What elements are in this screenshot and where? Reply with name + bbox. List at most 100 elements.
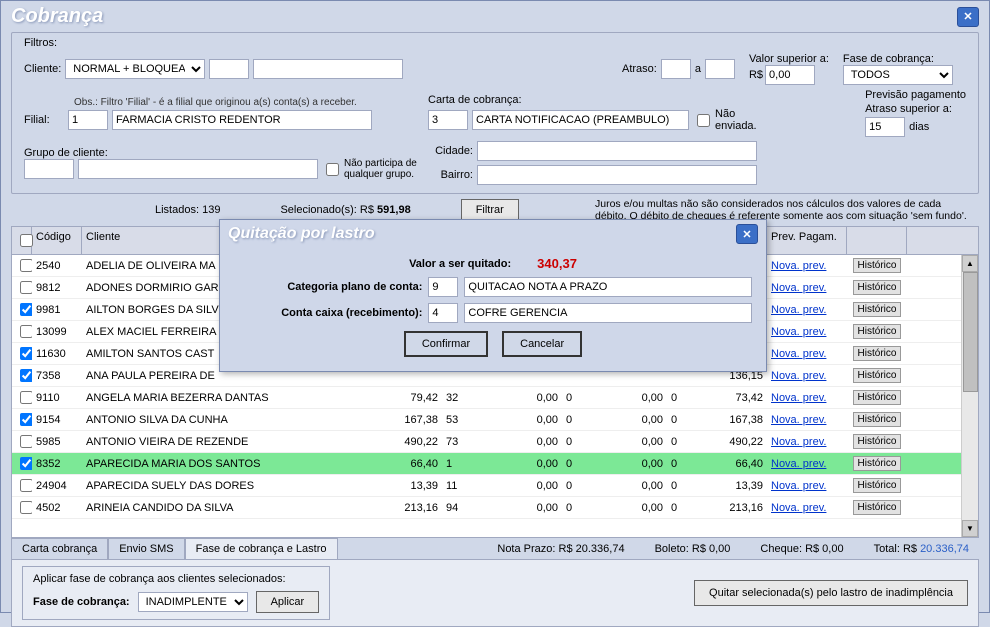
modal-conta-name[interactable] — [464, 303, 752, 323]
historico-button[interactable]: Histórico — [853, 412, 902, 427]
tab-sms[interactable]: Envio SMS — [108, 538, 184, 559]
row-total: 167,38 — [702, 411, 767, 429]
atraso-from-input[interactable] — [661, 59, 691, 79]
bairro-input[interactable] — [477, 165, 757, 185]
row-checkbox[interactable] — [20, 259, 32, 272]
atraso-to-input[interactable] — [705, 59, 735, 79]
row-cliente: ANTONIO VIEIRA DE REZENDE — [82, 433, 372, 451]
nova-prev-link[interactable]: Nova. prev. — [771, 392, 826, 404]
scrollbar[interactable]: ▲ ▼ — [961, 255, 978, 537]
row-codigo: 5985 — [32, 433, 82, 451]
table-row[interactable]: 9154ANTONIO SILVA DA CUNHA167,38530,0000… — [12, 409, 978, 431]
row-checkbox[interactable] — [20, 501, 32, 514]
nova-prev-link[interactable]: Nova. prev. — [771, 326, 826, 338]
nao-enviada-label: Não enviada. — [715, 108, 768, 132]
titlebar: Cobrança ✕ — [1, 1, 989, 32]
row-total: 13,39 — [702, 477, 767, 495]
nova-prev-link[interactable]: Nova. prev. — [771, 348, 826, 360]
fase-bottom-select[interactable]: INADIMPLENTE — [138, 592, 248, 612]
cliente-code-input[interactable] — [209, 59, 249, 79]
table-row[interactable]: 5985ANTONIO VIEIRA DE REZENDE490,22730,0… — [12, 431, 978, 453]
historico-button[interactable]: Histórico — [853, 478, 902, 493]
row-checkbox[interactable] — [20, 435, 32, 448]
grupo-name-input[interactable] — [78, 159, 318, 179]
historico-button[interactable]: Histórico — [853, 324, 902, 339]
scroll-thumb[interactable] — [963, 272, 978, 392]
scroll-down-icon[interactable]: ▼ — [962, 520, 978, 537]
bairro-label: Bairro: — [428, 169, 473, 181]
cidade-input[interactable] — [477, 141, 757, 161]
historico-button[interactable]: Histórico — [853, 302, 902, 317]
historico-button[interactable]: Histórico — [853, 500, 902, 515]
atraso-sup-input[interactable] — [865, 117, 905, 137]
table-row[interactable]: 24904APARECIDA SUELY DAS DORES13,39110,0… — [12, 475, 978, 497]
filtrar-button[interactable]: Filtrar — [461, 199, 519, 221]
tab-carta[interactable]: Carta cobrança — [11, 538, 108, 559]
historico-button[interactable]: Histórico — [853, 456, 902, 471]
historico-button[interactable]: Histórico — [853, 390, 902, 405]
nova-prev-link[interactable]: Nova. prev. — [771, 282, 826, 294]
row-codigo: 8352 — [32, 455, 82, 473]
historico-button[interactable]: Histórico — [853, 346, 902, 361]
close-icon[interactable]: ✕ — [957, 7, 979, 27]
table-row[interactable]: 9110ANGELA MARIA BEZERRA DANTAS79,42320,… — [12, 387, 978, 409]
filial-name-input[interactable] — [112, 110, 372, 130]
modal-cat-name[interactable] — [464, 277, 752, 297]
historico-button[interactable]: Histórico — [853, 258, 902, 273]
window-title: Cobrança — [11, 5, 103, 28]
historico-button[interactable]: Histórico — [853, 368, 902, 383]
row-checkbox[interactable] — [20, 281, 32, 294]
filial-code-input[interactable] — [68, 110, 108, 130]
nova-prev-link[interactable]: Nova. prev. — [771, 260, 826, 272]
nova-prev-link[interactable]: Nova. prev. — [771, 304, 826, 316]
nova-prev-link[interactable]: Nova. prev. — [771, 480, 826, 492]
filial-label: Filial: — [24, 114, 64, 126]
aplicar-button[interactable]: Aplicar — [256, 591, 320, 613]
nova-prev-link[interactable]: Nova. prev. — [771, 370, 826, 382]
apply-group: Aplicar fase de cobrança aos clientes se… — [22, 566, 330, 620]
historico-button[interactable]: Histórico — [853, 434, 902, 449]
tab-fase[interactable]: Fase de cobrança e Lastro — [185, 538, 338, 559]
col-prev[interactable]: Prev. Pagam. — [767, 227, 847, 254]
nova-prev-link[interactable]: Nova. prev. — [771, 502, 826, 514]
row-codigo: 24904 — [32, 477, 82, 495]
row-checkbox[interactable] — [20, 479, 32, 492]
row-cliente: ARINEIA CANDIDO DA SILVA — [82, 499, 372, 517]
row-checkbox[interactable] — [20, 347, 32, 360]
row-codigo: 2540 — [32, 257, 82, 275]
modal-cat-code[interactable] — [428, 277, 458, 297]
modal-body: Valor a ser quitado: 340,37 Categoria pl… — [220, 248, 766, 371]
table-row[interactable]: 8352APARECIDA MARIA DOS SANTOS66,4010,00… — [12, 453, 978, 475]
table-row[interactable]: 4502ARINEIA CANDIDO DA SILVA213,16940,00… — [12, 497, 978, 519]
grupo-code-input[interactable] — [24, 159, 74, 179]
scroll-up-icon[interactable]: ▲ — [962, 255, 978, 272]
row-checkbox[interactable] — [20, 413, 32, 426]
previsao-label: Previsão pagamento — [865, 89, 966, 101]
carta-code-input[interactable] — [428, 110, 468, 130]
carta-name-input[interactable] — [472, 110, 689, 130]
nova-prev-link[interactable]: Nova. prev. — [771, 458, 826, 470]
cliente-name-input[interactable] — [253, 59, 403, 79]
row-checkbox[interactable] — [20, 325, 32, 338]
row-checkbox[interactable] — [20, 391, 32, 404]
col-codigo[interactable]: Código — [32, 227, 82, 254]
cliente-select[interactable]: NORMAL + BLOQUEADO — [65, 59, 205, 79]
row-cliente: ANGELA MARIA BEZERRA DANTAS — [82, 389, 372, 407]
modal-conta-code[interactable] — [428, 303, 458, 323]
row-checkbox[interactable] — [20, 457, 32, 470]
fase-select[interactable]: TODOS — [843, 65, 953, 85]
cancelar-button[interactable]: Cancelar — [502, 331, 582, 357]
historico-button[interactable]: Histórico — [853, 280, 902, 295]
modal-title-text: Quitação por lastro — [228, 225, 375, 243]
valor-sup-input[interactable] — [765, 65, 815, 85]
nao-participa-checkbox[interactable] — [326, 163, 339, 176]
total-geral: Total: R$ 20.336,74 — [874, 543, 969, 555]
nova-prev-link[interactable]: Nova. prev. — [771, 436, 826, 448]
confirmar-button[interactable]: Confirmar — [404, 331, 488, 357]
nova-prev-link[interactable]: Nova. prev. — [771, 414, 826, 426]
row-checkbox[interactable] — [20, 369, 32, 382]
row-checkbox[interactable] — [20, 303, 32, 316]
modal-close-icon[interactable]: ✕ — [736, 224, 758, 244]
quitar-button[interactable]: Quitar selecionada(s) pelo lastro de ina… — [694, 580, 968, 606]
nao-enviada-checkbox[interactable] — [697, 114, 710, 127]
